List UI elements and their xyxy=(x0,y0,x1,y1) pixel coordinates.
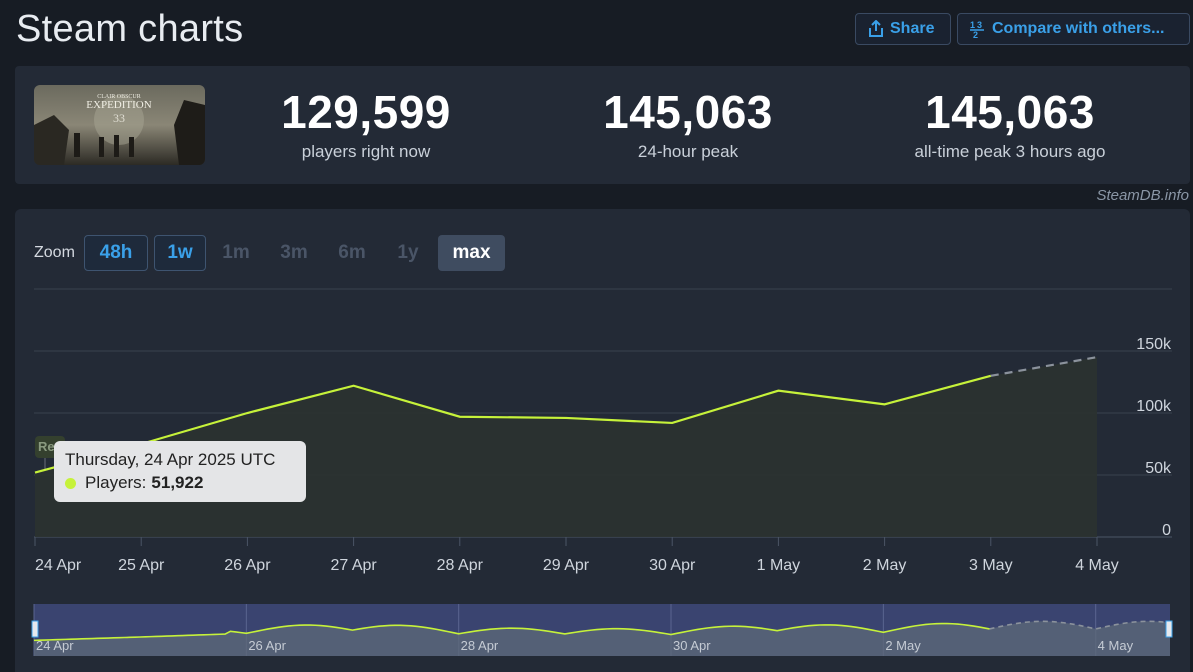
share-button[interactable]: Share xyxy=(855,13,951,45)
compare-label: Compare with others... xyxy=(992,20,1165,37)
stat-all-time-peak: 145,063 all-time peak 3 hours ago xyxy=(870,84,1150,162)
navigator-label: 30 Apr xyxy=(673,638,711,653)
zoom-max-button[interactable]: max xyxy=(438,235,505,271)
stats-panel: CLAIR OBSCUR EXPEDITION 33 129,599 playe… xyxy=(15,66,1190,184)
navigator-label: 4 May xyxy=(1098,638,1134,653)
y-tick-label: 100k xyxy=(1136,398,1172,415)
svg-text:3: 3 xyxy=(977,20,982,30)
x-tick-label: 3 May xyxy=(969,557,1013,574)
navigator-line-projection xyxy=(989,620,1171,630)
x-tick-label: 30 Apr xyxy=(649,557,696,574)
stat-label: 24-hour peak xyxy=(637,142,739,161)
x-tick-label: 26 Apr xyxy=(224,557,271,574)
x-axis-ticks: 24 Apr 25 Apr 26 Apr 27 Apr 28 Apr 29 Apr 30 A… xyxy=(34,537,1119,574)
svg-text:33: 33 xyxy=(113,111,125,125)
zoom-1m-button[interactable]: 1m xyxy=(222,242,250,263)
navigator-line xyxy=(33,622,990,642)
svg-text:1: 1 xyxy=(970,20,975,30)
stat-label: players right now xyxy=(301,142,431,161)
navigator-label: 28 Apr xyxy=(461,638,499,653)
y-tick-label: 0 xyxy=(1162,522,1171,539)
y-tick-label: 50k xyxy=(1145,460,1172,477)
tooltip-series-label: Players: xyxy=(85,473,147,492)
navigator-handle-right xyxy=(1165,620,1173,638)
navigator-handle-left xyxy=(31,620,39,638)
x-tick-label: 25 Apr xyxy=(118,557,165,574)
navigator-label: 26 Apr xyxy=(248,638,286,653)
x-tick-label: 1 May xyxy=(757,557,801,574)
steamdb-credit[interactable]: SteamDB.info xyxy=(1096,187,1189,204)
game-cover-image[interactable]: CLAIR OBSCUR EXPEDITION 33 xyxy=(34,85,205,165)
stat-value: 145,063 xyxy=(603,86,773,138)
navigator-label: 24 Apr xyxy=(36,638,74,653)
x-tick-label: 28 Apr xyxy=(437,557,484,574)
y-axis-ticks: 0 50k 100k 150k xyxy=(1136,336,1172,539)
page-title: Steam charts xyxy=(16,8,244,50)
stat-players-now: 129,599 players right now xyxy=(226,84,506,162)
zoom-48h-button[interactable]: 48h xyxy=(84,235,148,271)
navigator-label: 2 May xyxy=(885,638,921,653)
zoom-1y-button[interactable]: 1y xyxy=(397,242,419,263)
x-tick-label: 27 Apr xyxy=(330,557,377,574)
stat-24h-peak: 145,063 24-hour peak xyxy=(548,84,828,162)
x-tick-label: 2 May xyxy=(863,557,907,574)
y-tick-label: 150k xyxy=(1136,336,1172,353)
chart-navigator: 24 Apr 26 Apr 28 Apr 30 Apr 2 May 4 May xyxy=(31,604,1173,656)
chart-tooltip: Thursday, 24 Apr 2025 UTC Players: 51,92… xyxy=(54,441,306,502)
zoom-3m-button[interactable]: 3m xyxy=(280,242,308,263)
svg-text:2: 2 xyxy=(973,30,978,39)
stat-label: all-time peak 3 hours ago xyxy=(914,142,1106,161)
x-tick-label: 24 Apr xyxy=(35,557,82,574)
tooltip-date: Thursday, 24 Apr 2025 UTC xyxy=(65,450,276,469)
share-icon xyxy=(868,20,884,38)
series-line-players xyxy=(34,374,992,474)
tooltip-value: 51,922 xyxy=(151,473,204,492)
stat-value: 145,063 xyxy=(925,86,1095,138)
navigator-area xyxy=(34,621,1170,656)
zoom-6m-button[interactable]: 6m xyxy=(338,242,366,263)
x-tick-label: 4 May xyxy=(1075,557,1119,574)
zoom-label: Zoom xyxy=(34,244,75,261)
series-line-projection xyxy=(990,356,1098,377)
share-label: Share xyxy=(890,20,935,37)
tooltip-row: Players: 51,922 xyxy=(65,473,306,493)
svg-text:EXPEDITION: EXPEDITION xyxy=(86,99,151,111)
svg-text:CLAIR OBSCUR: CLAIR OBSCUR xyxy=(97,94,141,100)
stat-value: 129,599 xyxy=(281,86,451,138)
series-dot-icon xyxy=(65,477,76,489)
zoom-1w-button[interactable]: 1w xyxy=(154,235,206,271)
x-tick-label: 29 Apr xyxy=(543,557,590,574)
